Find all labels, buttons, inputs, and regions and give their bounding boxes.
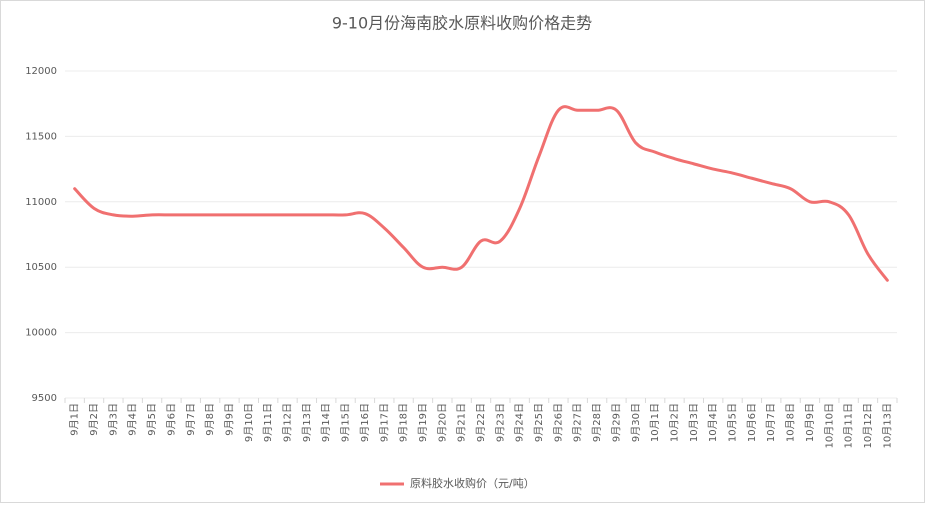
x-tick-label: 10月1日 [649,403,661,442]
x-tick-label: 9月3日 [107,403,119,436]
x-tick-label: 9月8日 [204,403,216,436]
x-tick-label: 9月19日 [417,403,429,442]
x-tick-label: 9月25日 [533,403,545,442]
x-tick-label: 9月1日 [69,403,81,436]
x-tick-label: 10月8日 [785,403,797,442]
x-tick-label: 9月17日 [378,403,390,442]
x-tick-label: 9月7日 [185,403,197,436]
x-tick-label: 10月12日 [862,403,874,448]
x-tick-label: 10月7日 [765,403,777,442]
x-tick-label: 9月13日 [301,403,313,442]
x-tick-label: 9月29日 [610,403,622,442]
x-tick-label: 9月18日 [398,403,410,442]
x-tick-label: 9月15日 [340,403,352,442]
y-tick-label: 9500 [32,393,57,404]
chart-title: 9-10月份海南胶水原料收购价格走势 [332,14,592,33]
y-tick-label: 10500 [25,262,57,273]
x-tick-label: 9月2日 [88,403,100,436]
y-tick-label: 10000 [25,328,57,339]
x-tick-label: 9月16日 [359,403,371,442]
x-tick-label: 9月5日 [146,403,158,436]
x-tick-label: 9月30日 [630,403,642,442]
y-tick-label: 11000 [25,197,57,208]
x-tick-label: 9月6日 [165,403,177,436]
x-tick-label: 9月23日 [494,403,506,442]
x-tick-label: 10月9日 [804,403,816,442]
x-tick-label: 10月5日 [727,403,739,442]
x-tick-label: 10月2日 [668,403,680,442]
y-tick-label: 12000 [25,66,57,77]
x-tick-label: 9月28日 [591,403,603,442]
x-tick-label: 9月27日 [572,403,584,442]
x-tick-label: 9月14日 [320,403,332,442]
x-tick-label: 9月20日 [436,403,448,442]
x-tick-label: 9月12日 [282,403,294,442]
x-tick-label: 10月3日 [688,403,700,442]
x-tick-label: 9月10日 [243,403,255,442]
x-tick-label: 10月4日 [707,403,719,442]
x-tick-label: 9月9日 [223,403,235,436]
line [73,105,889,282]
y-tick-label: 11500 [25,131,57,142]
x-tick-label: 9月21日 [456,403,468,442]
legend-label: 原料胶水收购价（元/吨） [410,476,535,490]
x-tick-label: 9月11日 [262,403,274,442]
x-tick-label: 9月4日 [127,403,139,436]
x-tick-label: 10月13日 [881,403,893,448]
x-tick-label: 9月22日 [475,403,487,442]
x-tick-label: 10月6日 [746,403,758,442]
x-tick-label: 9月24日 [514,403,526,442]
x-tick-label: 10月10日 [823,403,835,448]
x-tick-label: 10月11日 [843,403,855,448]
x-tick-label: 9月26日 [552,403,564,442]
